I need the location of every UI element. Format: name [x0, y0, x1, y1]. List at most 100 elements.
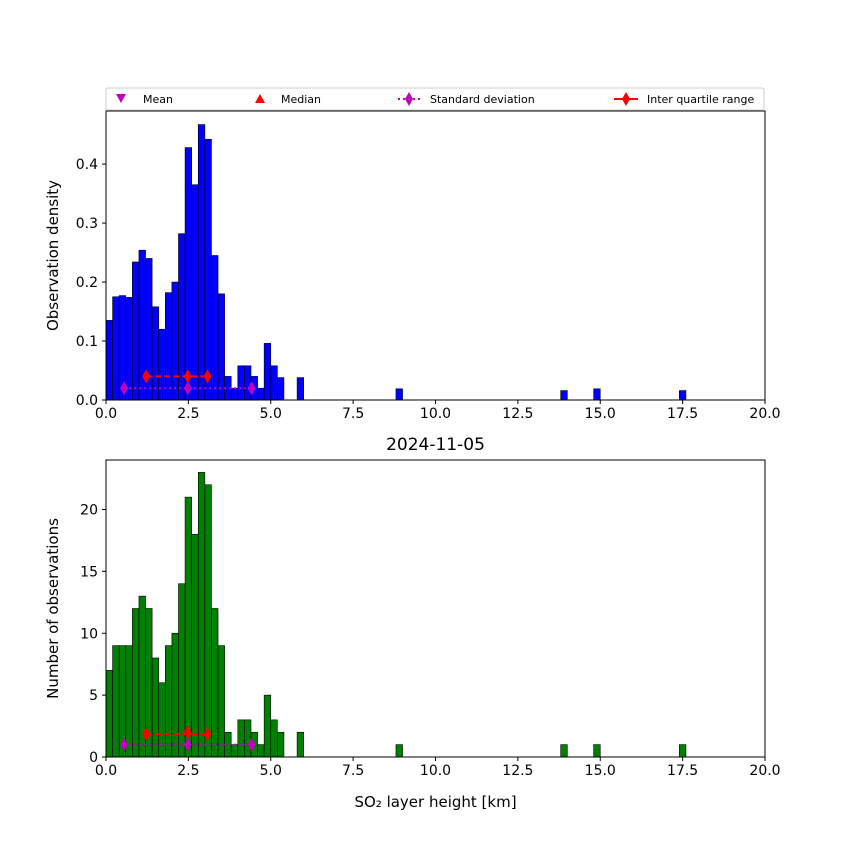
- density-bar: [277, 377, 285, 401]
- density-bar: [270, 365, 278, 401]
- count-bar: [217, 645, 225, 758]
- legend-label-mean: Mean: [143, 93, 173, 106]
- density-median-marker: [183, 369, 192, 384]
- density-bar: [178, 233, 186, 401]
- count-y-tick-label: 15: [80, 564, 98, 580]
- legend-label-median: Median: [281, 93, 321, 106]
- density-bar: [217, 293, 225, 401]
- density-bar: [263, 343, 272, 401]
- count-y-tick-label: 5: [89, 688, 98, 704]
- count-bar: [165, 645, 173, 758]
- count-bar: [184, 496, 192, 758]
- count-bar: [171, 632, 179, 758]
- count-x-tick-label: 0.0: [95, 763, 117, 779]
- count-y-axis-label: Number of observations: [44, 518, 62, 699]
- count-bar: [257, 744, 265, 758]
- count-bar: [277, 731, 285, 758]
- count-bar: [191, 533, 199, 758]
- legend-label-std: Standard deviation: [430, 93, 535, 106]
- density-bar: [560, 390, 568, 401]
- density-x-tick-label: 15.0: [585, 406, 616, 422]
- count-bar: [112, 645, 120, 758]
- count-x-tick-label: 15.0: [585, 763, 616, 779]
- density-bar: [593, 388, 601, 401]
- count-bar: [151, 657, 160, 758]
- count-bar: [230, 744, 239, 758]
- density-bar: [395, 388, 403, 401]
- density-bar: [244, 365, 252, 401]
- density-bar: [112, 296, 120, 401]
- mean-marker-icon: [116, 94, 126, 103]
- density-std-marker: [247, 381, 256, 396]
- count-std-marker: [247, 737, 256, 752]
- count-bar: [178, 583, 186, 758]
- count-y-tick-label: 0: [89, 750, 98, 766]
- count-x-axis-label: SO₂ layer height [km]: [354, 793, 516, 811]
- density-iqr-marker: [203, 369, 212, 384]
- density-bar: [257, 387, 265, 401]
- count-bar: [237, 719, 245, 758]
- density-y-tick-label: 0.4: [76, 157, 98, 173]
- density-bar: [197, 124, 206, 401]
- density-bar: [158, 328, 166, 401]
- count-bar: [560, 744, 568, 758]
- density-bar: [211, 255, 219, 401]
- density-y-tick-label: 0.0: [76, 393, 98, 409]
- chart-title: 2024-11-05: [386, 435, 485, 455]
- count-x-tick-label: 12.5: [502, 763, 533, 779]
- density-bar: [105, 320, 113, 401]
- density-bar: [125, 297, 133, 401]
- legend: Mean Median Standard deviation Inter qua…: [105, 87, 765, 111]
- density-y-tick-label: 0.1: [76, 334, 98, 350]
- density-x-tick-label: 7.5: [342, 406, 364, 422]
- count-bar: [679, 744, 687, 758]
- density-bar: [171, 281, 179, 401]
- median-marker-icon: [255, 94, 265, 103]
- density-bar: [151, 306, 160, 401]
- count-bar: [158, 682, 166, 758]
- density-x-tick-label: 0.0: [95, 406, 117, 422]
- std-marker-icon: [405, 92, 413, 106]
- count-x-tick-label: 17.5: [667, 763, 698, 779]
- count-std-marker: [120, 737, 129, 752]
- density-y-tick-label: 0.2: [76, 275, 98, 291]
- count-x-tick-label: 20.0: [749, 763, 780, 779]
- density-y-tick-label: 0.3: [76, 216, 98, 232]
- count-bar: [125, 645, 133, 758]
- density-x-tick-label: 5.0: [260, 406, 282, 422]
- density-bar: [191, 184, 199, 401]
- count-bar: [204, 484, 212, 758]
- density-bar: [237, 365, 245, 401]
- count-bar: [132, 608, 140, 758]
- count-bar: [211, 608, 219, 758]
- density-bar: [679, 390, 687, 401]
- count-y-tick-label: 10: [80, 626, 98, 642]
- count-bar: [270, 719, 278, 758]
- legend-label-iqr: Inter quartile range: [647, 93, 754, 106]
- density-x-tick-label: 12.5: [502, 406, 533, 422]
- density-bar: [204, 139, 212, 401]
- density-bar: [132, 261, 140, 401]
- density-bar: [184, 147, 192, 401]
- count-x-tick-label: 2.5: [177, 763, 199, 779]
- count-x-tick-label: 10.0: [420, 763, 451, 779]
- density-y-axis-label: Observation density: [44, 180, 62, 331]
- count-bar: [105, 670, 113, 758]
- count-bar: [197, 472, 206, 758]
- density-x-tick-label: 20.0: [749, 406, 780, 422]
- count-mean-marker: [183, 737, 192, 752]
- count-histogram-axes: 0.0 2.5 5.0 7.5 10.0 12.5 15.0 17.5 20.0 0 5 10 15 20…: [44, 435, 781, 811]
- count-iqr-marker: [142, 727, 151, 742]
- density-bar: [165, 292, 173, 401]
- count-y-tick-label: 20: [80, 503, 98, 519]
- count-bar: [395, 744, 403, 758]
- density-histogram-axes: 0.0 2.5 5.0 7.5 10.0 12.5 15.0 17.5 20.0 0.0 0.1 0.…: [44, 110, 781, 422]
- density-x-tick-label: 10.0: [420, 406, 451, 422]
- count-iqr-marker: [203, 727, 212, 742]
- count-bar: [263, 694, 272, 758]
- count-median-marker: [183, 725, 192, 740]
- count-x-tick-label: 7.5: [342, 763, 364, 779]
- density-x-tick-label: 17.5: [667, 406, 698, 422]
- iqr-marker-icon: [622, 92, 630, 106]
- density-iqr-marker: [142, 369, 151, 384]
